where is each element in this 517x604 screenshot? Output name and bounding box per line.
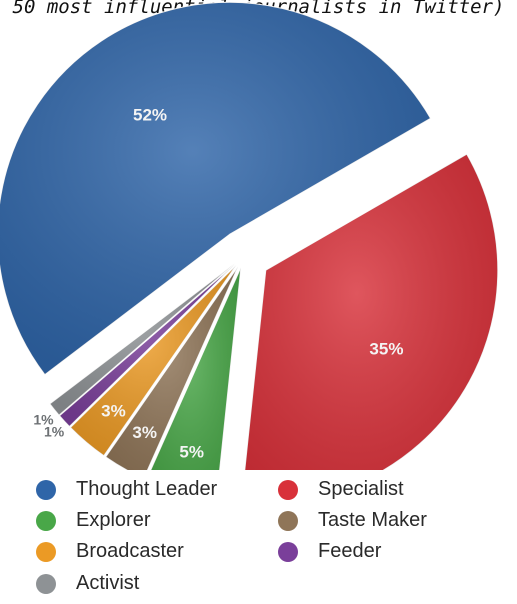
legend-swatch [36,541,56,562]
pie-slice-shading [70,265,237,456]
legend-item-explorer: Explorer [36,509,150,532]
legend-label: Activist [76,572,140,594]
pie-slice-shading [59,264,236,427]
pie-chart: 35% 5% 3% 3% 1%1% 52% [0,1,499,470]
slice-label-specialist: 35% [369,340,403,359]
legend-label: Taste Maker [318,509,427,531]
slice-label-taste-maker: 3% [132,423,157,442]
legend-label: Feeder [318,540,382,562]
legend-item-thought-leader: Thought Leader [36,478,217,501]
pie-slice-shading [49,263,235,416]
legend-swatch [36,479,56,500]
pie-slice-shading [0,2,431,375]
legend-item-feeder: Feeder [278,540,381,563]
pie-slice-shading [150,267,241,470]
legend-item-activist: Activist [36,572,139,595]
slice-label-explorer: 5% [179,442,204,461]
legend-label: Specialist [318,478,404,500]
legend-swatch [278,479,298,500]
legend-swatch [278,510,298,531]
legend-swatch [36,510,56,531]
legend-label: Thought Leader [76,478,218,500]
legend-swatch [36,573,56,594]
legend-label: Broadcaster [76,540,184,562]
slice-label-activist: 1% [33,411,54,427]
slice-label-broadcaster: 3% [101,401,126,420]
pie-slice-shading [244,154,498,470]
slice-label-thought-leader: 52% [133,106,167,125]
legend-swatch [278,541,298,562]
slice-label-feeder: 1% [44,424,65,440]
legend-label: Explorer [76,509,151,531]
legend-item-taste-maker: Taste Maker [278,509,427,532]
legend-item-broadcaster: Broadcaster [36,540,184,563]
pie-slice-shading [105,266,239,470]
legend-item-specialist: Specialist [278,478,404,501]
